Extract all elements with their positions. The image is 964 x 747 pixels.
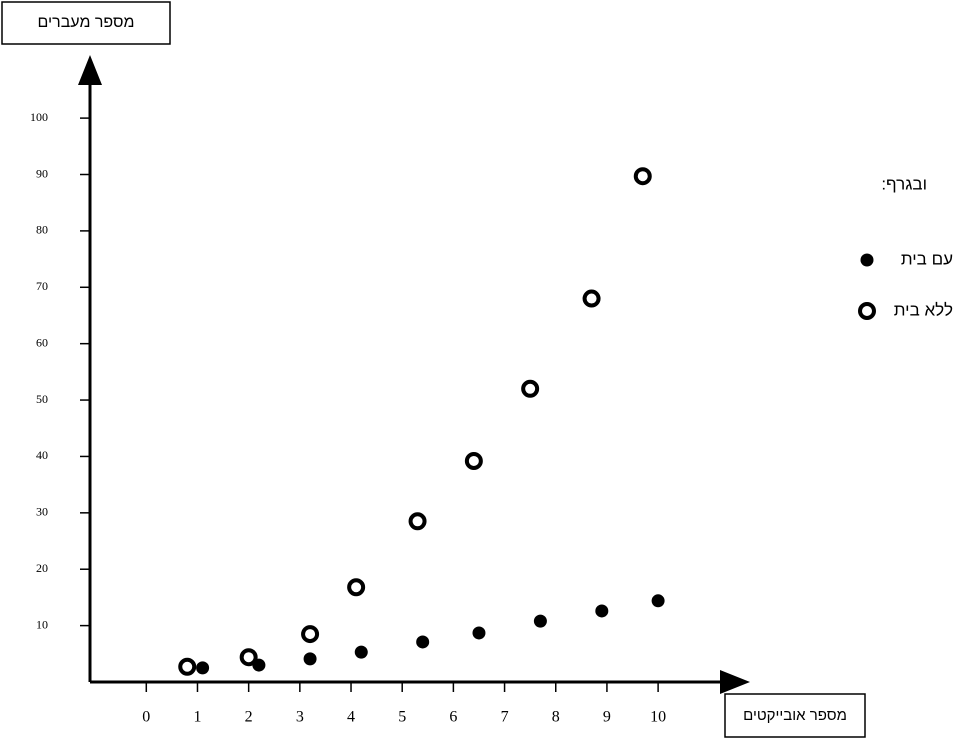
x-tick-label: 7 xyxy=(501,709,509,726)
x-tick-label: 3 xyxy=(296,709,304,726)
legend-marker xyxy=(858,302,876,320)
legend-title: ובגרף: xyxy=(881,174,927,193)
point xyxy=(651,594,665,608)
point xyxy=(178,657,197,676)
y-tick-label: 80 xyxy=(36,223,48,237)
x-tick-label: 8 xyxy=(552,709,560,726)
x-tick-label: 10 xyxy=(650,709,666,726)
y-tick-label: 20 xyxy=(36,561,48,575)
point xyxy=(416,635,430,649)
y-tick-label: 40 xyxy=(36,448,48,462)
x-tick-label: 0 xyxy=(142,709,150,726)
x-tick-label: 4 xyxy=(347,709,355,726)
point xyxy=(464,451,483,470)
x-tick-label: 9 xyxy=(603,709,611,726)
point xyxy=(239,648,258,667)
x-tick-label: 2 xyxy=(245,709,253,726)
legend-label: עם בית xyxy=(901,249,953,268)
point xyxy=(347,578,366,597)
y-tick-label: 90 xyxy=(36,166,48,180)
y-tick-label: 70 xyxy=(36,279,48,293)
y-tick-label: 100 xyxy=(30,110,48,124)
point xyxy=(354,645,368,659)
y-title-box xyxy=(1,1,171,45)
point xyxy=(472,626,486,640)
y-axis-title: מספר מעברים xyxy=(37,14,134,31)
y-tick-label: 60 xyxy=(36,335,48,349)
point xyxy=(521,379,540,398)
y-tick-label: 50 xyxy=(36,392,48,406)
point xyxy=(595,604,609,618)
legend-marker xyxy=(860,253,874,267)
point xyxy=(408,512,427,531)
x-axis-title: מספר אובייקטים xyxy=(743,707,847,724)
x-title-box xyxy=(724,693,866,738)
point xyxy=(301,625,320,644)
point xyxy=(533,614,547,628)
point xyxy=(633,167,652,186)
point xyxy=(303,652,317,666)
legend-label: ללא בית xyxy=(894,300,953,319)
x-tick-label: 6 xyxy=(449,709,457,726)
y-tick-label: 10 xyxy=(36,617,48,631)
y-tick-label: 30 xyxy=(36,505,48,519)
point xyxy=(196,661,210,675)
point xyxy=(582,289,601,308)
x-tick-label: 1 xyxy=(193,709,201,726)
x-tick-label: 5 xyxy=(398,709,406,726)
